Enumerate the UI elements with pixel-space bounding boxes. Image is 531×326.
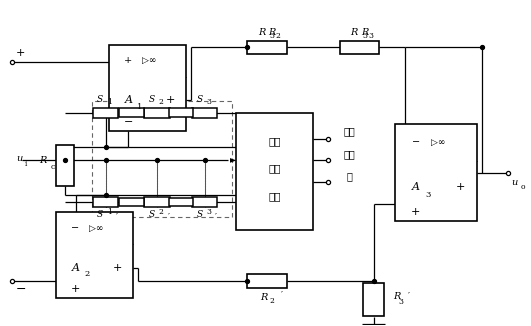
Bar [247,274,287,288]
Text: +: + [113,263,123,273]
Text: R: R [361,28,369,37]
Text: ′: ′ [215,212,217,221]
Bar [192,197,217,207]
Text: ▷∞: ▷∞ [89,224,104,232]
Text: +: + [124,56,133,65]
Text: 3: 3 [207,208,211,216]
Text: 2: 2 [159,98,164,106]
Bar [144,197,169,207]
Text: 2: 2 [270,297,275,305]
Text: +: + [166,96,175,105]
Text: 驱动: 驱动 [269,164,281,173]
Text: −: − [124,117,133,127]
Bar [168,109,193,117]
Text: R: R [258,28,265,37]
Text: −: − [15,283,26,296]
Bar [93,197,118,207]
Bar [144,108,169,118]
Text: R: R [39,156,47,165]
Text: i: i [25,160,27,168]
Text: 1: 1 [107,98,112,106]
Bar [56,212,133,298]
Bar [340,41,379,54]
Bar [92,101,232,216]
Text: ▷∞: ▷∞ [431,138,445,147]
Text: +: + [456,182,466,192]
Bar [236,113,313,230]
Text: R: R [261,292,268,302]
Text: A: A [124,96,132,105]
Text: S: S [196,95,202,104]
Bar [109,45,186,130]
Text: S: S [97,211,104,219]
Text: R: R [350,28,358,37]
Bar [93,108,118,118]
Text: 3: 3 [425,191,431,199]
Polygon shape [230,158,236,163]
Bar [247,41,287,54]
Text: 1: 1 [107,208,112,216]
Text: u: u [512,178,518,187]
Bar [364,283,383,316]
Text: 2: 2 [159,208,164,216]
Text: R: R [269,28,276,37]
Text: +: + [71,284,80,294]
Text: 1: 1 [138,103,143,111]
Text: S: S [196,211,202,219]
Text: o: o [521,183,525,191]
Text: A: A [72,263,80,273]
Bar [119,109,144,117]
Text: 3: 3 [270,32,275,40]
Text: ′: ′ [116,212,118,221]
Text: 电路: 电路 [269,192,281,201]
Text: 3: 3 [368,32,373,40]
Text: 2: 2 [276,32,280,40]
Text: ′: ′ [168,212,169,221]
Text: c: c [51,163,55,171]
Text: 量输: 量输 [344,150,355,159]
Text: 3: 3 [398,298,404,306]
Text: +: + [411,207,421,217]
Text: 入: 入 [346,172,352,182]
Text: 3: 3 [207,98,211,106]
Bar [395,124,477,221]
Text: u: u [16,154,22,163]
Bar [119,198,144,206]
Bar [192,108,217,118]
Text: ′: ′ [281,290,282,300]
Text: S: S [149,211,155,219]
Text: S: S [97,95,104,104]
Text: ▷∞: ▷∞ [142,56,157,65]
Bar [56,145,74,186]
Text: S: S [149,95,155,104]
Text: +: + [16,48,25,58]
Bar [168,198,193,206]
Text: 2: 2 [84,271,90,278]
Text: −: − [72,224,80,232]
Text: 3: 3 [362,32,367,40]
Text: 开关: 开关 [269,137,281,146]
Text: 数字: 数字 [344,127,355,136]
Text: ′: ′ [407,291,409,301]
Text: −: − [412,138,420,147]
Text: R: R [393,291,400,301]
Text: A: A [412,182,420,192]
